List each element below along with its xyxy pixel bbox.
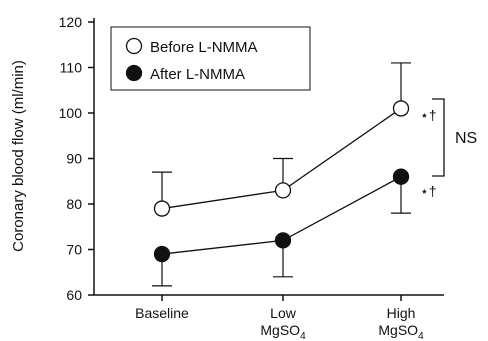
data-point-filled [153, 245, 171, 263]
legend-label-before: Before L-NMMA [150, 39, 258, 56]
y-tick-label: 110 [60, 60, 83, 76]
y-tick-label: 60 [66, 287, 82, 303]
x-tick-label: Baseline [135, 305, 189, 321]
x-tick-label-main: MgSO [378, 322, 418, 338]
error-bars [152, 62, 411, 287]
y-tick-label: 120 [59, 14, 83, 30]
legend-marker-open-circle-icon [125, 37, 143, 55]
y-ticks: 60 70 80 90 100 110 120 [59, 14, 94, 303]
legend-label-after: After L-NMMA [150, 66, 245, 83]
data-points [153, 100, 410, 263]
data-point-filled [274, 232, 292, 249]
significance-high-before: ⋆† [420, 107, 437, 123]
legend: Before L-NMMA After L-NMMA [110, 26, 311, 91]
legend-box [110, 26, 311, 91]
y-axis-title: Coronary blood flow (ml/min) [10, 60, 27, 252]
comparison-label: NS [455, 130, 477, 147]
y-tick-label: 70 [66, 242, 82, 258]
y-tick-label: 90 [66, 151, 82, 167]
data-point-filled [392, 168, 410, 185]
legend-marker-filled-circle-icon [125, 64, 143, 82]
x-tick-label-subscript: 4 [418, 331, 424, 341]
x-tick-label-line2: MgSO4 [260, 322, 306, 341]
x-tick-label-main: MgSO [260, 322, 300, 338]
y-tick-label: 100 [59, 105, 83, 121]
comparison-bracket [432, 98, 445, 177]
x-tick-label-line2: MgSO4 [378, 322, 424, 341]
x-tick-label-subscript: 4 [300, 331, 306, 341]
data-point-open [392, 100, 410, 117]
x-tick-label: Low [270, 305, 297, 321]
series-lines [161, 107, 402, 255]
x-tick-label: High [387, 305, 416, 321]
y-tick-label: 80 [66, 196, 82, 212]
significance-high-after: ⋆† [420, 183, 437, 199]
data-point-open [274, 182, 292, 199]
data-point-open [153, 200, 171, 217]
